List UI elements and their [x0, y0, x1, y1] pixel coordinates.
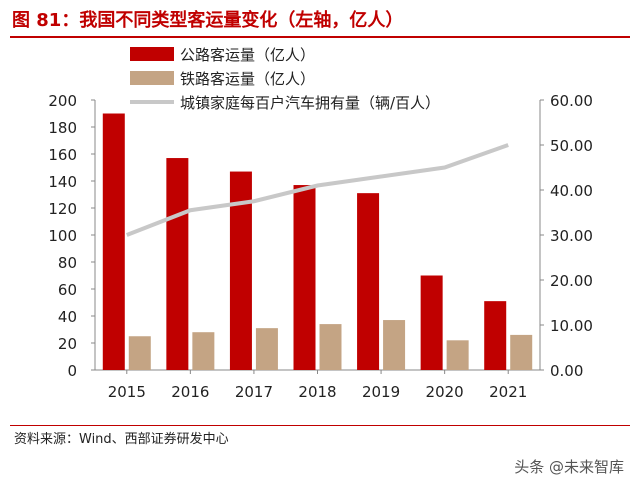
road-bar	[166, 158, 189, 370]
figure-title: 图 81：我国不同类型客运量变化（左轴，亿人）	[12, 10, 404, 31]
legend-road-label: 公路客运量（亿人）	[180, 46, 315, 64]
passenger-volume-chart: 0 20 40 60 80 100 120 140 160 180 200 0.00 10.00 20.0…	[48, 46, 593, 401]
left-tick-label: 140	[48, 173, 77, 191]
left-tick-label: 0	[67, 362, 77, 380]
legend-rail-label: 铁路客运量（亿人）	[180, 70, 315, 88]
left-tick-label: 80	[58, 254, 77, 272]
rail-bar	[192, 332, 215, 370]
x-tick-label: 2020	[426, 383, 464, 401]
source-note: 资料来源：Wind、西部证券研发中心	[14, 432, 229, 447]
x-tick-label: 2019	[362, 383, 400, 401]
left-tick-label: 60	[58, 281, 77, 299]
x-tick-label: 2017	[235, 383, 273, 401]
left-tick-label: 200	[48, 92, 77, 110]
left-tick-label: 100	[48, 227, 77, 245]
left-tick-label: 40	[58, 308, 77, 326]
road-bar	[357, 193, 380, 370]
x-tick-label: 2016	[171, 383, 209, 401]
right-tick-label: 30.00	[550, 227, 593, 245]
left-tick-label: 20	[58, 335, 77, 353]
road-bar	[293, 185, 316, 370]
rail-bar	[446, 340, 469, 370]
left-tick-label: 180	[48, 119, 77, 137]
legend-rail-swatch	[130, 71, 174, 85]
left-tick-label: 160	[48, 146, 77, 164]
rail-bar	[319, 324, 342, 370]
rail-bar	[510, 334, 533, 370]
right-tick-label: 60.00	[550, 92, 593, 110]
x-tick-label: 2021	[489, 383, 527, 401]
right-tick-label: 50.00	[550, 137, 593, 155]
x-tick-label: 2015	[108, 383, 146, 401]
right-tick-label: 40.00	[550, 182, 593, 200]
rail-bar	[383, 320, 406, 370]
source-divider	[10, 425, 630, 426]
rail-bar	[255, 328, 278, 370]
x-tick-label: 2018	[298, 383, 336, 401]
road-bar	[229, 171, 252, 370]
road-bar	[420, 275, 443, 370]
title-divider	[10, 36, 630, 38]
rail-bar	[128, 336, 151, 370]
right-tick-label: 0.00	[550, 362, 583, 380]
legend-road-swatch	[130, 47, 174, 61]
right-tick-label: 20.00	[550, 272, 593, 290]
right-tick-label: 10.00	[550, 317, 593, 335]
road-bar	[102, 113, 125, 370]
watermark: 头条 @未来智库	[514, 458, 624, 476]
legend-line-label: 城镇家庭每百户汽车拥有量（辆/百人）	[180, 94, 440, 112]
road-bar	[484, 301, 507, 370]
left-tick-label: 120	[48, 200, 77, 218]
